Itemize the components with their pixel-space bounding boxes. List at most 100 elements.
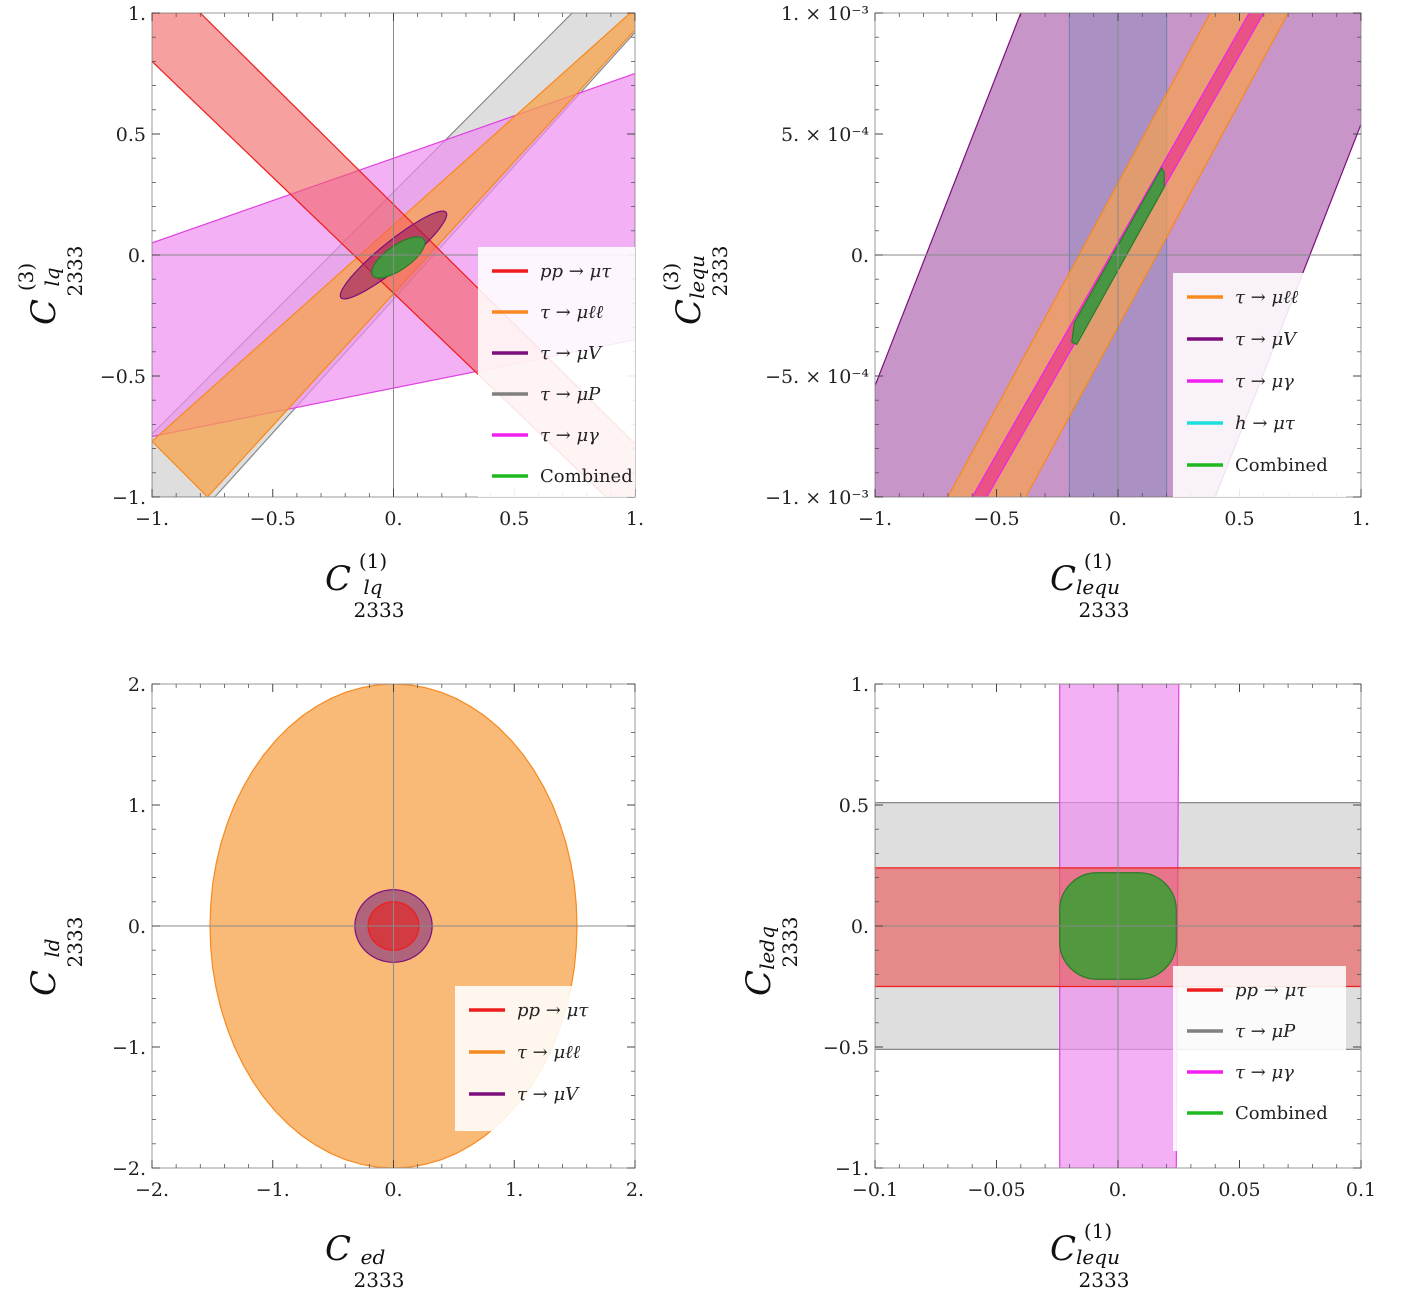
- y-axis-label-index: 2333: [708, 246, 732, 297]
- legend-label: τ → μV: [517, 1084, 580, 1105]
- y-tick-label: 0.5: [116, 124, 146, 146]
- legend-label: τ → μV: [1235, 329, 1298, 350]
- y-axis-label-subscript: lq: [40, 267, 64, 286]
- x-tick-label: −1.: [256, 1179, 290, 1201]
- x-tick-label: 0.: [1109, 1179, 1127, 1201]
- x-tick-label: 0.5: [1224, 508, 1254, 530]
- legend-label: τ → μγ: [1235, 371, 1294, 392]
- legend-label: τ → μP: [1235, 1021, 1296, 1042]
- y-tick-label: −1.: [112, 1037, 146, 1059]
- x-axis-label-symbol: C: [325, 1229, 351, 1269]
- y-axis-label: Cld 2333: [24, 917, 87, 996]
- y-tick-label: 1.: [128, 3, 146, 25]
- region-5: [371, 236, 426, 279]
- legend: pp → μτ τ → μP τ → μγ Combined: [1173, 966, 1346, 1151]
- x-tick-label: −1.: [858, 508, 892, 530]
- y-axis-label-subscript: lequ: [685, 255, 709, 299]
- x-tick-label: 0.1: [1346, 1179, 1376, 1201]
- legend-label: τ → μγ: [1235, 1062, 1294, 1083]
- x-tick-label: 1.: [505, 1179, 523, 1201]
- legend-label: Combined: [1235, 1103, 1328, 1124]
- legend-label: τ → μℓℓ: [1235, 287, 1299, 308]
- y-tick-label: −2.: [112, 1158, 146, 1180]
- y-axis-label-index: 2333: [63, 246, 87, 297]
- y-axis-label-subscript: ledq: [755, 926, 779, 970]
- x-tick-label: −0.1: [852, 1179, 898, 1201]
- y-tick-label: 1.: [128, 795, 146, 817]
- y-tick-label: −0.5: [100, 366, 146, 388]
- x-tick-label: 1.: [1352, 508, 1370, 530]
- legend-label: Combined: [1235, 455, 1328, 476]
- y-tick-label: 1.: [851, 674, 869, 696]
- y-tick-label: −1.: [835, 1158, 869, 1180]
- legend-label: h → μτ: [1235, 413, 1296, 434]
- x-axis-label-index: 2333: [1079, 1268, 1130, 1292]
- y-tick-label: 0.: [128, 916, 146, 938]
- y-axis-label-superscript: (3): [659, 263, 683, 291]
- legend-label: τ → μℓℓ: [540, 302, 604, 323]
- x-tick-label: −2.: [135, 1179, 169, 1201]
- legend-label: τ → μP: [540, 384, 601, 405]
- y-tick-label: −0.5: [823, 1037, 869, 1059]
- x-axis-label-superscript: (1): [1084, 1219, 1112, 1243]
- y-tick-label: 1. × 10⁻³: [781, 3, 869, 25]
- legend: pp → μτ τ → μℓℓ τ → μV τ → μP τ → μγ Combined: [478, 247, 635, 497]
- x-tick-label: 0.: [1109, 508, 1127, 530]
- y-axis-label-index: 2333: [63, 917, 87, 968]
- x-tick-label: 0.: [384, 1179, 402, 1201]
- y-tick-label: 5. × 10⁻⁴: [781, 124, 869, 146]
- y-axis-label-symbol: C: [669, 299, 709, 325]
- x-axis-label-superscript: (1): [359, 549, 387, 573]
- x-tick-label: 1.: [626, 508, 644, 530]
- x-axis-label-superscript: (1): [1084, 549, 1112, 573]
- legend-box: [1173, 966, 1346, 1151]
- legend: τ → μℓℓ τ → μV τ → μγ h → μτ Combined: [1173, 273, 1346, 497]
- y-tick-label: 0.: [851, 916, 869, 938]
- legend-label: pp → μτ: [517, 1000, 589, 1021]
- x-axis-label-index: 2333: [354, 1268, 405, 1292]
- legend-label: Combined: [540, 466, 633, 487]
- x-axis-label-index: 2333: [354, 598, 405, 622]
- x-axis-label-symbol: C: [1050, 1229, 1076, 1269]
- chart-panel-top-left: −1. −0.5 0. 0.5 1.−1.−0.50.0.51.C (1)lq2333C(…: [14, 3, 644, 622]
- y-axis-label-superscript: (3): [14, 263, 38, 291]
- y-tick-label: 2.: [128, 674, 146, 696]
- legend-label: τ → μV: [540, 343, 603, 364]
- x-axis-label-subscript: ed: [361, 1245, 386, 1269]
- legend-label: pp → μτ: [540, 261, 612, 282]
- chart-panel-bottom-right: −0.1 −0.05 0. 0.05 0.1 −1. −0.5 0. 0.5 1. C (1)lequ…: [739, 674, 1376, 1292]
- x-tick-label: −0.05: [967, 1179, 1025, 1201]
- legend-label: τ → μγ: [540, 425, 599, 446]
- y-axis-label-symbol: C: [24, 970, 64, 996]
- x-tick-label: 0.: [384, 508, 402, 530]
- x-axis-label-subscript: lq: [363, 575, 382, 599]
- x-axis-label-index: 2333: [1079, 598, 1130, 622]
- y-tick-label: −5. × 10⁻⁴: [765, 366, 869, 388]
- y-tick-label: −1.: [112, 487, 146, 509]
- x-tick-label: 0.5: [499, 508, 529, 530]
- y-tick-label: 0.5: [839, 795, 869, 817]
- chart-panel-top-right: −1. −0.5 0. 0.5 1. −1. × 10⁻³ −5. × 10⁻⁴ 0. 5. ×…: [659, 3, 1370, 622]
- y-axis-label-index: 2333: [778, 917, 802, 968]
- y-axis-label: C (3) lequ 2333: [659, 246, 732, 325]
- x-tick-label: 0.05: [1218, 1179, 1260, 1201]
- y-tick-label: 0.: [128, 245, 146, 267]
- legend-label: τ → μℓℓ: [517, 1042, 581, 1063]
- y-tick-label: 0.: [851, 245, 869, 267]
- legend-label: pp → μτ: [1235, 980, 1307, 1001]
- x-tick-label: −0.5: [250, 508, 296, 530]
- x-tick-label: −0.5: [973, 508, 1019, 530]
- x-axis-label-symbol: C: [325, 559, 351, 599]
- x-tick-label: −1.: [135, 508, 169, 530]
- y-axis-label: C (3) lq 2333: [14, 246, 87, 325]
- y-tick-label: −1. × 10⁻³: [765, 487, 869, 509]
- x-axis-label-subscript: lequ: [1076, 1245, 1120, 1269]
- y-axis-label-symbol: C: [24, 299, 64, 325]
